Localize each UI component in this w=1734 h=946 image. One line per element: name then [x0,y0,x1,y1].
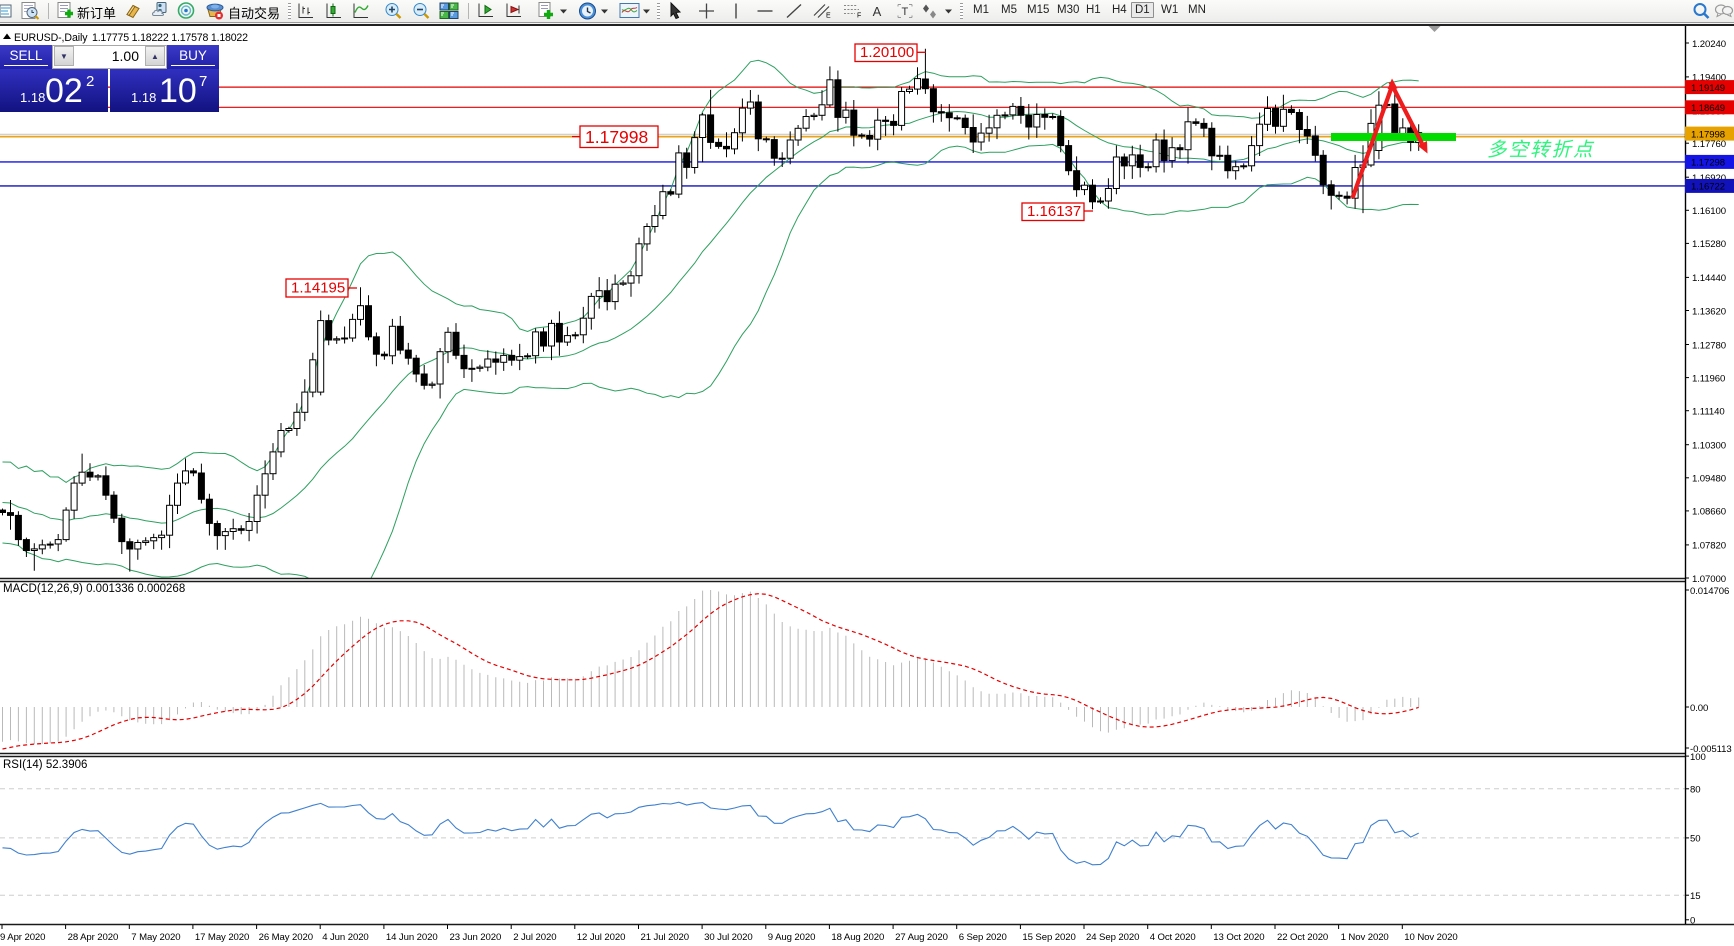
svg-text:1.16920: 1.16920 [1692,173,1726,184]
svg-text:1 Nov 2020: 1 Nov 2020 [1341,932,1389,943]
svg-text:13 Oct 2020: 13 Oct 2020 [1213,932,1264,943]
svg-text:30 Jul 2020: 30 Jul 2020 [704,932,753,943]
svg-text:12 Jul 2020: 12 Jul 2020 [577,932,626,943]
svg-text:E: E [826,13,831,20]
svg-text:14 Jun 2020: 14 Jun 2020 [386,932,438,943]
svg-text:MACD(12,26,9) 0.001336 0.00026: MACD(12,26,9) 0.001336 0.000268 [3,583,185,595]
svg-text:1.11140: 1.11140 [1692,407,1725,418]
svg-text:1.17298: 1.17298 [1691,158,1725,169]
svg-text:15 Sep 2020: 15 Sep 2020 [1022,932,1075,943]
svg-text:9 Aug 2020: 9 Aug 2020 [768,932,816,943]
svg-text:1.13620: 1.13620 [1692,306,1726,317]
svg-text:1.14440: 1.14440 [1692,273,1726,284]
svg-text:1.16137: 1.16137 [1027,203,1081,220]
svg-text:1.18649: 1.18649 [1691,103,1725,114]
svg-text:15: 15 [1690,891,1700,902]
svg-text:27 Aug 2020: 27 Aug 2020 [895,932,948,943]
svg-text:6 Sep 2020: 6 Sep 2020 [959,932,1007,943]
svg-text:1.15280: 1.15280 [1692,239,1726,250]
svg-text:1.14195: 1.14195 [291,280,345,297]
svg-text:50: 50 [1690,834,1700,845]
svg-text:28 Apr 2020: 28 Apr 2020 [68,932,119,943]
svg-text:1.16100: 1.16100 [1692,206,1726,217]
svg-text:F: F [857,13,861,20]
svg-text:多空转折点: 多空转折点 [1487,139,1595,161]
svg-text:1.11960: 1.11960 [1692,373,1725,384]
svg-text:0: 0 [1690,916,1695,927]
svg-text:2 Jul 2020: 2 Jul 2020 [513,932,556,943]
svg-text:0.014706: 0.014706 [1690,586,1729,597]
svg-text:10 Nov 2020: 10 Nov 2020 [1404,932,1457,943]
svg-text:-0.005113: -0.005113 [1690,744,1732,755]
svg-text:1.10300: 1.10300 [1692,441,1726,452]
svg-text:RSI(14) 52.3906: RSI(14) 52.3906 [3,759,87,771]
svg-text:24 Sep 2020: 24 Sep 2020 [1086,932,1139,943]
svg-text:23 Jun 2020: 23 Jun 2020 [450,932,502,943]
svg-text:0.00: 0.00 [1690,703,1708,714]
svg-text:EURUSD-,Daily: EURUSD-,Daily [14,32,88,44]
svg-text:1.07000: 1.07000 [1692,574,1726,585]
svg-text:1.17775 1.18222 1.17578 1.1802: 1.17775 1.18222 1.17578 1.18022 [92,32,248,44]
svg-text:1.08660: 1.08660 [1692,507,1726,518]
svg-text:9 Apr 2020: 9 Apr 2020 [0,932,45,943]
svg-text:100: 100 [1690,752,1706,763]
svg-text:80: 80 [1690,785,1700,796]
svg-text:1.09480: 1.09480 [1692,474,1726,485]
svg-text:4 Oct 2020: 4 Oct 2020 [1150,932,1196,943]
svg-text:1.19149: 1.19149 [1691,83,1725,94]
svg-text:1.17998: 1.17998 [1691,129,1725,140]
svg-text:22 Oct 2020: 22 Oct 2020 [1277,932,1328,943]
svg-text:1.19400: 1.19400 [1692,73,1726,84]
svg-text:1.17998: 1.17998 [585,127,648,147]
svg-text:4 Jun 2020: 4 Jun 2020 [322,932,368,943]
svg-text:1.07820: 1.07820 [1692,541,1726,552]
svg-text:7 May 2020: 7 May 2020 [131,932,180,943]
svg-text:1.20100: 1.20100 [860,44,914,61]
svg-text:1.17760: 1.17760 [1692,139,1726,150]
svg-text:18 Aug 2020: 18 Aug 2020 [831,932,884,943]
svg-text:1.16722: 1.16722 [1691,182,1725,193]
svg-text:1.12780: 1.12780 [1692,340,1726,351]
svg-text:21 Jul 2020: 21 Jul 2020 [641,932,690,943]
svg-text:26 May 2020: 26 May 2020 [259,932,313,943]
svg-text:T: T [902,6,909,18]
svg-text:17 May 2020: 17 May 2020 [195,932,249,943]
svg-text:1.20240: 1.20240 [1692,39,1726,50]
